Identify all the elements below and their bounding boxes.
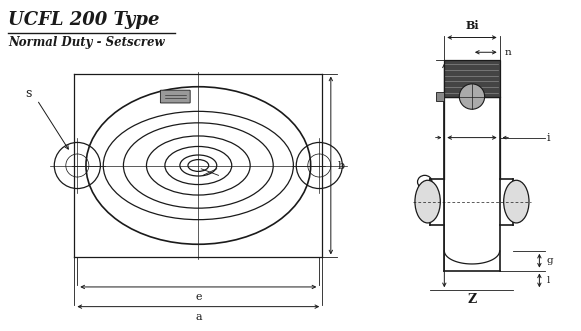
Text: UCFL 200 Type: UCFL 200 Type [8,11,160,29]
Ellipse shape [415,180,440,223]
Text: b: b [338,161,345,170]
Text: Bi: Bi [465,20,479,31]
Text: l: l [546,276,550,285]
FancyBboxPatch shape [160,90,190,103]
Text: s: s [26,87,32,100]
Text: g: g [546,256,553,265]
Text: n: n [504,48,511,57]
Text: e: e [195,292,202,302]
Text: Z: Z [467,293,476,307]
Ellipse shape [504,180,529,223]
Text: i: i [547,133,551,143]
Bar [436,92,444,101]
Bar [444,61,500,97]
Text: a: a [195,312,202,322]
Text: Normal Duty - Setscrew: Normal Duty - Setscrew [8,36,165,49]
Ellipse shape [460,84,485,109]
